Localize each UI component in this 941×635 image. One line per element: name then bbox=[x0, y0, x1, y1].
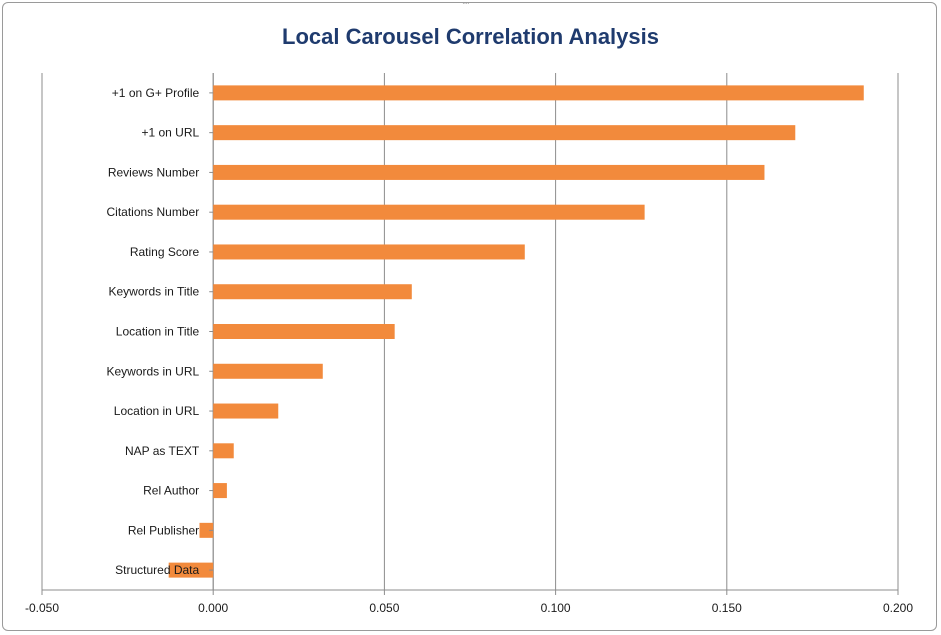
category-label-0: +1 on G+ Profile bbox=[112, 86, 200, 100]
bar-2 bbox=[213, 164, 765, 180]
bar-1 bbox=[213, 125, 796, 141]
category-label-5: Keywords in Title bbox=[108, 285, 199, 299]
bar-8 bbox=[213, 403, 279, 419]
bar-0 bbox=[213, 85, 864, 101]
x-tick-label-1: 0.000 bbox=[198, 601, 228, 615]
category-label-1: +1 on URL bbox=[141, 126, 199, 140]
category-label-12: Structured Data bbox=[115, 563, 199, 577]
category-label-10: Rel Author bbox=[143, 484, 199, 498]
category-label-3: Citations Number bbox=[106, 205, 199, 219]
x-tick-label-0: -0.050 bbox=[25, 601, 59, 615]
category-label-6: Location in Title bbox=[116, 325, 200, 339]
category-label-8: Location in URL bbox=[114, 404, 200, 418]
x-tick-label-4: 0.150 bbox=[712, 601, 742, 615]
category-label-9: NAP as TEXT bbox=[125, 444, 200, 458]
bar-7 bbox=[213, 363, 323, 379]
chart-title: Local Carousel Correlation Analysis bbox=[282, 24, 659, 49]
x-tick-label-5: 0.200 bbox=[883, 601, 913, 615]
category-label-2: Reviews Number bbox=[108, 165, 199, 179]
bar-6 bbox=[213, 324, 395, 339]
bar-5 bbox=[213, 284, 412, 300]
x-tick-label-3: 0.100 bbox=[541, 601, 571, 615]
resize-handle-top[interactable]: ···· bbox=[462, 0, 470, 8]
bar-9 bbox=[213, 443, 234, 459]
category-label-4: Rating Score bbox=[130, 245, 200, 259]
resize-handle-bottom[interactable]: ···· bbox=[462, 626, 470, 635]
x-tick-label-2: 0.050 bbox=[369, 601, 399, 615]
bar-4 bbox=[213, 244, 525, 260]
bar-12 bbox=[168, 562, 214, 578]
bar-10 bbox=[213, 483, 227, 499]
bar-11 bbox=[199, 522, 214, 538]
category-label-7: Keywords in URL bbox=[106, 364, 199, 378]
bar-3 bbox=[213, 204, 645, 220]
category-label-11: Rel Publisher bbox=[128, 523, 199, 537]
